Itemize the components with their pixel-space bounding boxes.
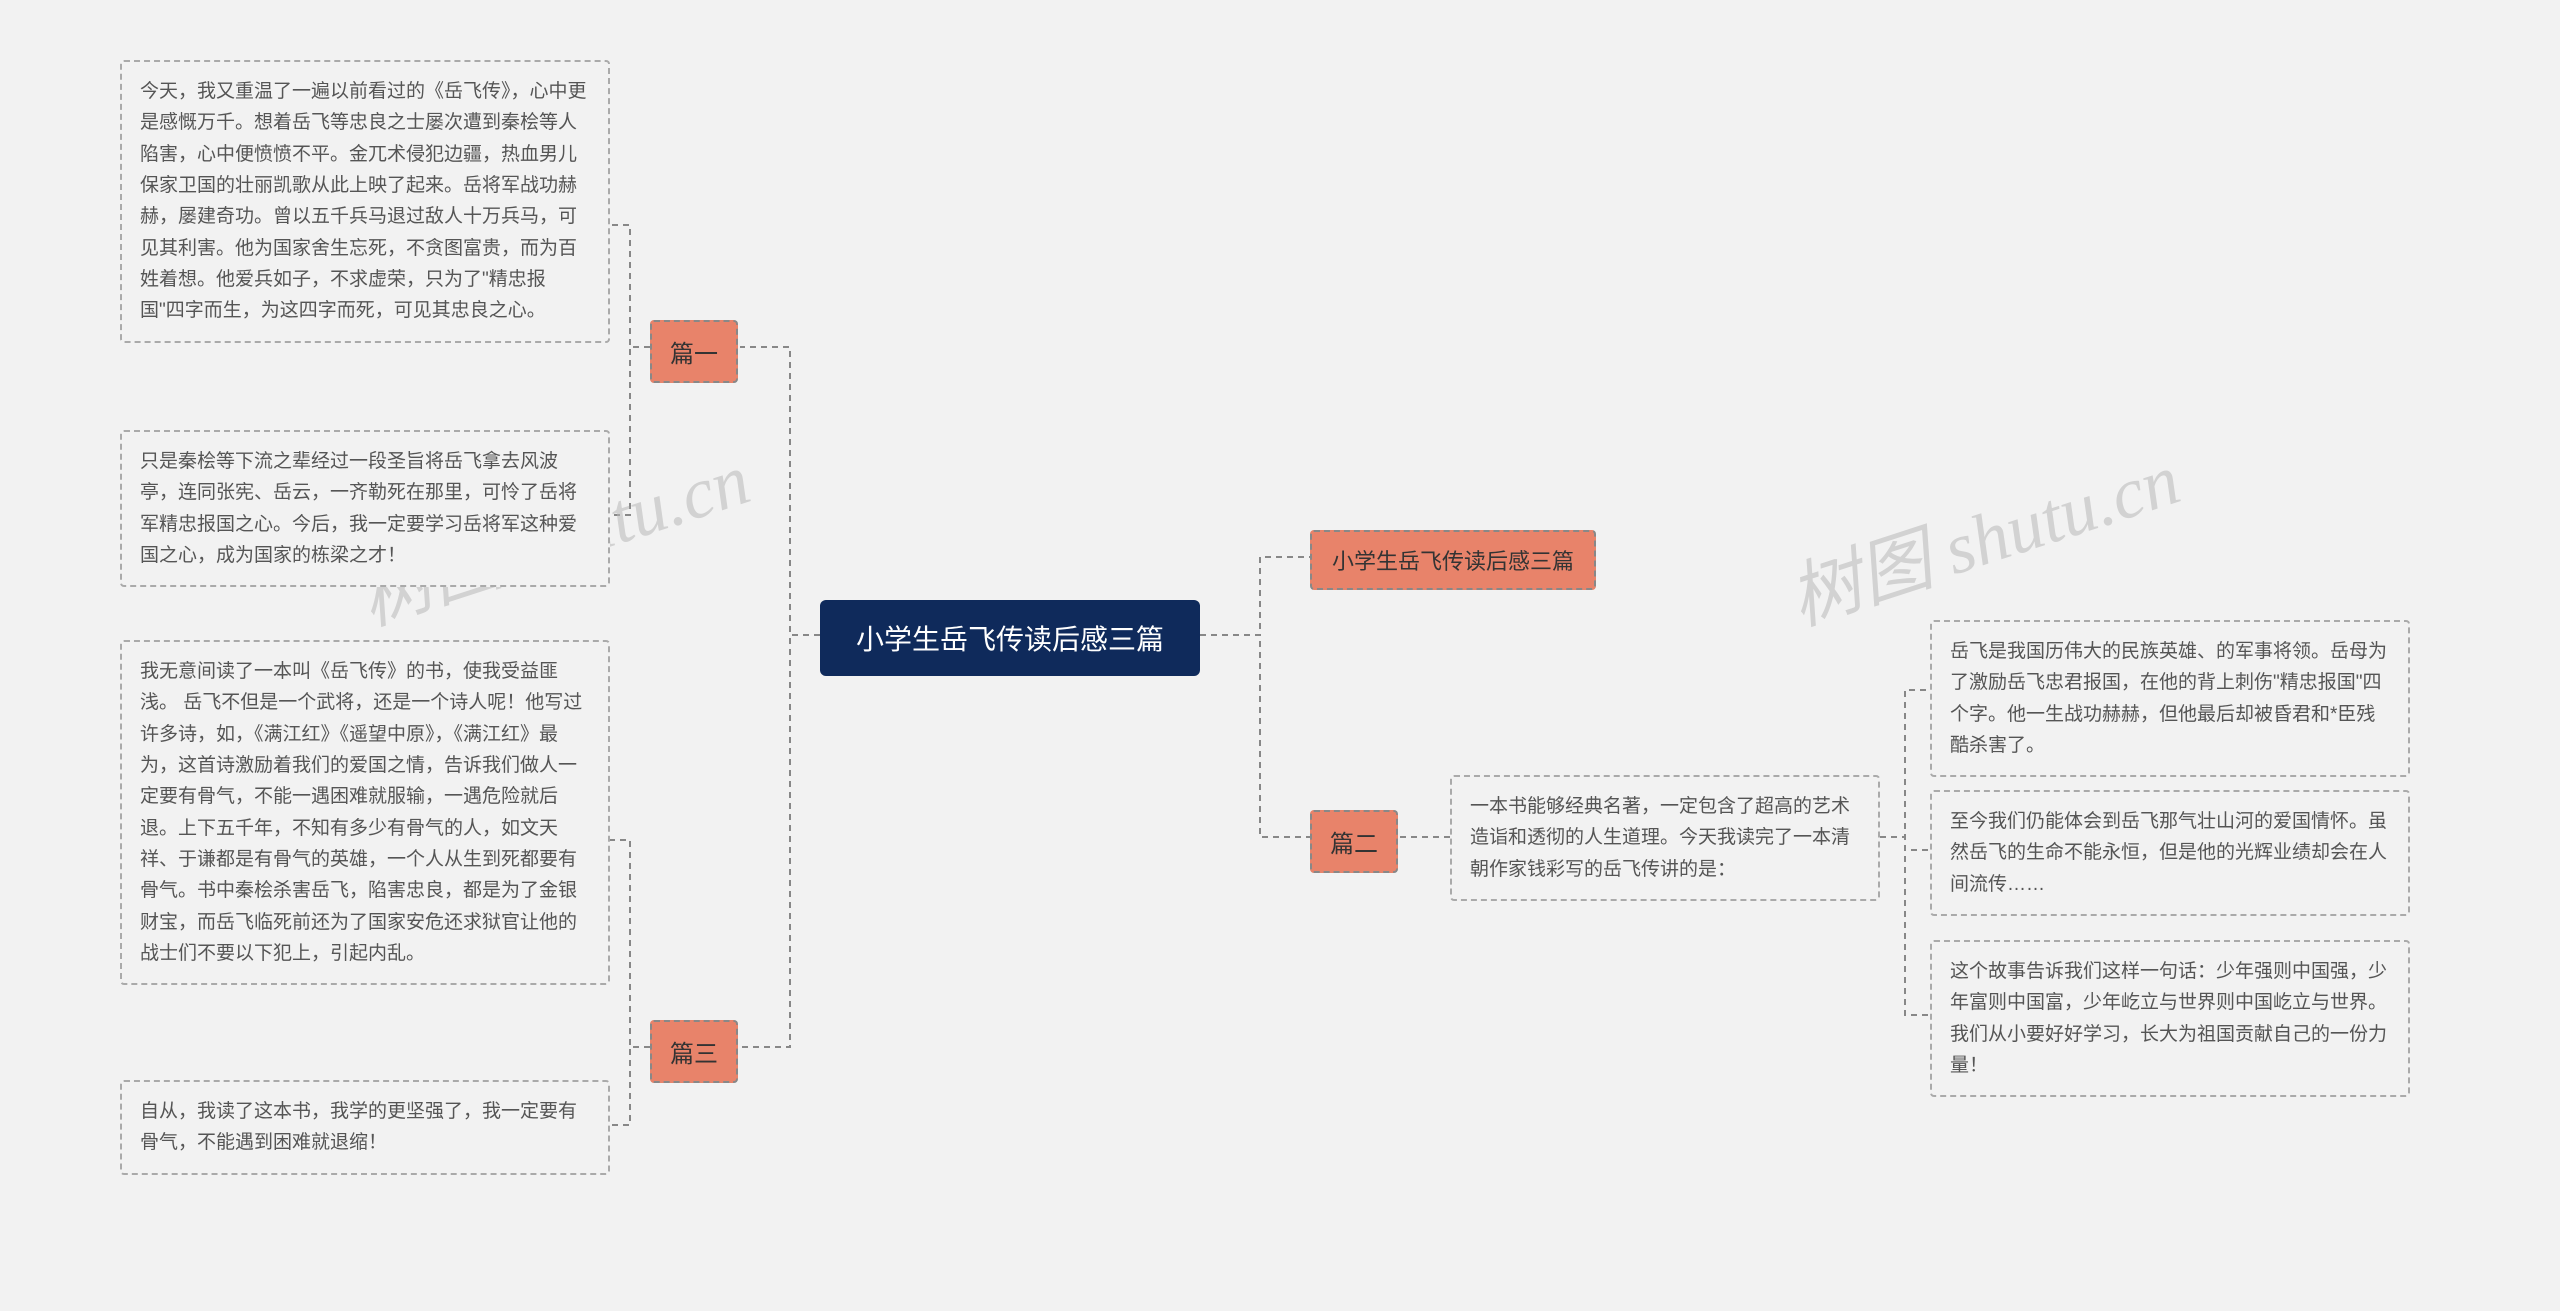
essay2-intro-box[interactable]: 一本书能够经典名著，一定包含了超高的艺术造诣和透彻的人生道理。今天我读完了一本清…: [1450, 775, 1880, 901]
chapter-one-node[interactable]: 篇一: [650, 320, 738, 383]
chapter-three-node[interactable]: 篇三: [650, 1020, 738, 1083]
essay1-p2-box[interactable]: 只是秦桧等下流之辈经过一段圣旨将岳飞拿去风波亭，连同张宪、岳云，一齐勒死在那里，…: [120, 430, 610, 587]
essay1-p1-box[interactable]: 今天，我又重温了一遍以前看过的《岳飞传》，心中更是感慨万千。想着岳飞等忠良之士屡…: [120, 60, 610, 343]
essay3-p2-box[interactable]: 自从，我读了这本书，我学的更坚强了，我一定要有骨气，不能遇到困难就退缩！: [120, 1080, 610, 1175]
chapter-two-label: 篇二: [1330, 831, 1378, 858]
essay2-p2-box[interactable]: 至今我们仍能体会到岳飞那气壮山河的爱国情怀。虽然岳飞的生命不能永恒，但是他的光辉…: [1930, 790, 2410, 916]
root-label: 小学生岳飞传读后感三篇: [856, 624, 1164, 655]
chapter-one-label: 篇一: [670, 341, 718, 368]
essay1-p2-text: 只是秦桧等下流之辈经过一段圣旨将岳飞拿去风波亭，连同张宪、岳云，一齐勒死在那里，…: [140, 451, 577, 566]
chapter-three-label: 篇三: [670, 1041, 718, 1068]
subtitle-node[interactable]: 小学生岳飞传读后感三篇: [1310, 530, 1596, 590]
essay2-p1-box[interactable]: 岳飞是我国历伟大的民族英雄、的军事将领。岳母为了激励岳飞忠君报国，在他的背上刺伤…: [1930, 620, 2410, 777]
essay3-p2-text: 自从，我读了这本书，我学的更坚强了，我一定要有骨气，不能遇到困难就退缩！: [140, 1101, 577, 1153]
subtitle-label: 小学生岳飞传读后感三篇: [1332, 549, 1574, 574]
essay2-intro-text: 一本书能够经典名著，一定包含了超高的艺术造诣和透彻的人生道理。今天我读完了一本清…: [1470, 796, 1850, 880]
essay2-p3-text: 这个故事告诉我们这样一句话：少年强则中国强，少年富则中国富，少年屹立与世界则中国…: [1950, 961, 2387, 1076]
essay3-p1-text: 我无意间读了一本叫《岳飞传》的书，使我受益匪浅。 岳飞不但是一个武将，还是一个诗…: [140, 661, 582, 964]
essay1-p1-text: 今天，我又重温了一遍以前看过的《岳飞传》，心中更是感慨万千。想着岳飞等忠良之士屡…: [140, 81, 587, 321]
essay3-p1-box[interactable]: 我无意间读了一本叫《岳飞传》的书，使我受益匪浅。 岳飞不但是一个武将，还是一个诗…: [120, 640, 610, 985]
mindmap-canvas: 树图 shutu.cn 树图 shutu.cn 小学生岳飞传读后感三篇 篇一 篇…: [0, 0, 2560, 1311]
watermark-right: 树图 shutu.cn: [1774, 420, 2191, 645]
root-node[interactable]: 小学生岳飞传读后感三篇: [820, 600, 1200, 676]
essay2-p3-box[interactable]: 这个故事告诉我们这样一句话：少年强则中国强，少年富则中国富，少年屹立与世界则中国…: [1930, 940, 2410, 1097]
chapter-two-node[interactable]: 篇二: [1310, 810, 1398, 873]
essay2-p2-text: 至今我们仍能体会到岳飞那气壮山河的爱国情怀。虽然岳飞的生命不能永恒，但是他的光辉…: [1950, 811, 2387, 895]
essay2-p1-text: 岳飞是我国历伟大的民族英雄、的军事将领。岳母为了激励岳飞忠君报国，在他的背上刺伤…: [1950, 641, 2387, 756]
